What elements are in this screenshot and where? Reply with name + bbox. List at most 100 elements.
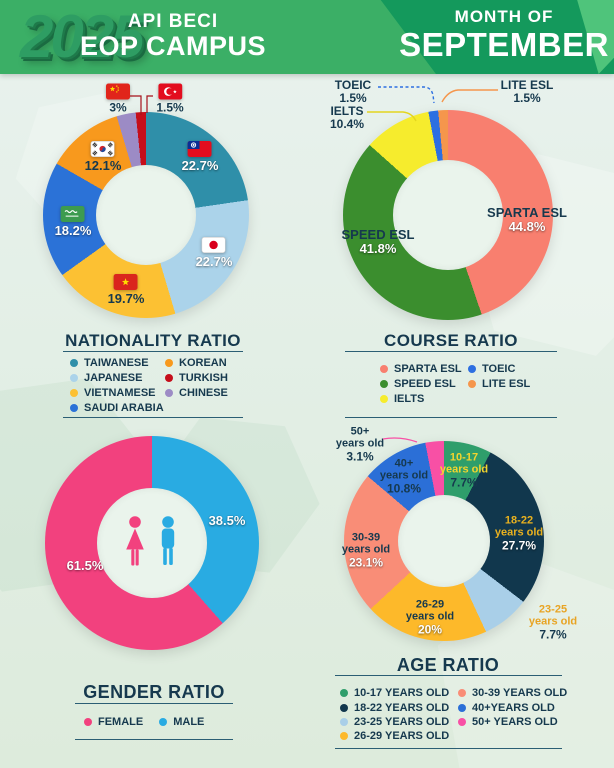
- legend-color-dot: [84, 717, 92, 726]
- legend-color-dot: [380, 364, 388, 373]
- legend-label: 23-25 YEARS OLD: [354, 715, 450, 728]
- month-prefix: MONTH OF: [454, 7, 554, 26]
- legend-item-taiwanese: TAIWANESE: [70, 355, 165, 370]
- legend-color-dot: [70, 373, 78, 382]
- legend-color-dot: [340, 717, 348, 726]
- slice-label-50-years-old: 50+ years old 3.1%: [335, 425, 385, 464]
- legend-color-dot: [468, 379, 476, 388]
- legend-color-dot: [340, 703, 348, 712]
- legend-item-toeic: TOEIC: [468, 361, 556, 376]
- slice-label-toeic: TOEIC 1.5%: [335, 79, 371, 105]
- legend-color-dot: [340, 732, 348, 741]
- gender-donut-hole: [97, 488, 207, 598]
- toeic-callout-line: [378, 86, 435, 104]
- legend-label: SAUDI ARABIA: [84, 401, 164, 414]
- legend-label: 30-39 YEARS OLD: [472, 687, 568, 700]
- legend-label: FEMALE: [98, 715, 144, 728]
- legend-label: 50+ YEARS OLD: [472, 715, 558, 728]
- divider-line: [345, 351, 557, 353]
- legend-item-chinese: CHINESE: [165, 385, 260, 400]
- legend-color-dot: [458, 689, 466, 698]
- nationality-donut-hole: [96, 165, 196, 265]
- gender-ratio-title: GENDER RATIO: [83, 682, 225, 702]
- turkish-callout-line: [146, 95, 153, 113]
- course-ratio-title: COURSE RATIO: [384, 331, 518, 350]
- nationality-ratio-title: NATIONALITY RATIO: [65, 331, 241, 350]
- legend-item-lite-esl: LITE ESL: [468, 376, 556, 391]
- legend-item-40-years-old: 40+YEARS OLD: [458, 700, 576, 714]
- slice-label-text: LITE ESL: [500, 78, 554, 93]
- male-icon: [155, 515, 181, 574]
- legend-color-dot: [70, 358, 78, 367]
- legend-item-speed-esl: SPEED ESL: [380, 376, 468, 391]
- divider-line: [335, 748, 562, 750]
- legend-item-23-25-years-old: 23-25 YEARS OLD: [340, 715, 458, 729]
- month-block: MONTH OF SEPTEMBER: [398, 7, 610, 63]
- female-icon: [122, 515, 148, 574]
- legend-color-dot: [380, 394, 388, 403]
- legend-label: VIETNAMESE: [84, 386, 156, 399]
- header-banner: 2025 API BECI EOP CAMPUS MONTH OF SEPTEM…: [0, 0, 614, 74]
- slice-label-text: IELTS: [330, 104, 364, 119]
- legend-item-japanese: JAPANESE: [70, 370, 165, 385]
- legend-color-dot: [340, 689, 348, 698]
- divider-line: [63, 417, 243, 419]
- age-ratio-title: AGE RATIO: [396, 655, 500, 675]
- legend-item-saudi-arabia: SAUDI ARABIA: [70, 400, 165, 415]
- legend-color-dot: [70, 403, 78, 412]
- slice-label-text: 3.1%: [346, 449, 374, 464]
- slice-label-text: 1.5%: [513, 91, 541, 105]
- month-name: SEPTEMBER: [399, 26, 609, 63]
- legend-item-turkish: TURKISH: [165, 370, 260, 385]
- legend-label: MALE: [173, 715, 205, 728]
- legend-label: SPARTA ESL: [394, 362, 462, 375]
- legend-label: TOEIC: [482, 362, 516, 375]
- legend-item-male: MALE: [159, 714, 204, 729]
- legend-label: SPEED ESL: [394, 377, 456, 390]
- year-watermark: 2025: [20, 3, 144, 70]
- legend-color-dot: [468, 364, 476, 373]
- legend-item-ielts: IELTS: [380, 391, 468, 406]
- legend-label: LITE ESL: [482, 377, 531, 390]
- legend-label: TAIWANESE: [84, 356, 149, 369]
- legend-color-dot: [380, 379, 388, 388]
- legend-label: TURKISH: [179, 371, 228, 384]
- slice-label-text: 1.5%: [339, 91, 367, 105]
- legend-label: 18-22 YEARS OLD: [354, 701, 450, 714]
- legend-color-dot: [159, 717, 168, 726]
- legend-label: 26-29 YEARS OLD: [354, 730, 450, 743]
- legend-item-vietnamese: VIETNAMESE: [70, 385, 165, 400]
- legend-label: IELTS: [394, 392, 425, 405]
- divider-line: [75, 739, 233, 741]
- slice-label-lite-esl: LITE ESL 1.5%: [501, 79, 554, 105]
- legend-item-sparta-esl: SPARTA ESL: [380, 361, 468, 376]
- gender-icons: [122, 515, 181, 574]
- legend-label: JAPANESE: [84, 371, 143, 384]
- brand-line2: EOP CAMPUS: [79, 31, 267, 61]
- legend-label: 40+YEARS OLD: [472, 701, 555, 714]
- divider-line: [75, 703, 233, 705]
- legend-color-dot: [458, 703, 466, 712]
- legend-item-10-17-years-old: 10-17 YEARS OLD: [340, 686, 458, 700]
- age-donut-hole: [398, 495, 490, 587]
- slice-label-ielts: IELTS 10.4%: [330, 105, 364, 131]
- course-legend: SPARTA ESL SPEED ESL IELTS TOEIC LITE ESL: [380, 361, 556, 406]
- fifty-plus-callout-line: [382, 437, 418, 443]
- divider-line: [345, 417, 557, 419]
- brand-line1: API BECI: [127, 11, 219, 32]
- slice-label-turkish: 1.5%: [156, 83, 184, 115]
- age-legend: 10-17 YEARS OLD 18-22 YEARS OLD 23-25 YEAR…: [340, 686, 576, 744]
- legend-color-dot: [165, 358, 173, 367]
- slice-label-text: 50+: [350, 425, 370, 438]
- legend-color-dot: [165, 373, 173, 382]
- legend-color-dot: [458, 717, 466, 726]
- legend-item-18-22-years-old: 18-22 YEARS OLD: [340, 700, 458, 714]
- slice-label-text: 10.4%: [329, 117, 365, 131]
- divider-line: [63, 351, 243, 353]
- legend-item-korean: KOREAN: [165, 355, 260, 370]
- legend-item-26-29-years-old: 26-29 YEARS OLD: [340, 729, 458, 743]
- slice-label-text: years old: [335, 437, 385, 450]
- nationality-legend: TAIWANESE JAPANESE VIETNAMESE SAUDI ARABIA K…: [70, 355, 260, 415]
- legend-item-30-39-years-old: 30-39 YEARS OLD: [458, 686, 576, 700]
- brand-block: API BECI EOP CAMPUS: [78, 11, 268, 61]
